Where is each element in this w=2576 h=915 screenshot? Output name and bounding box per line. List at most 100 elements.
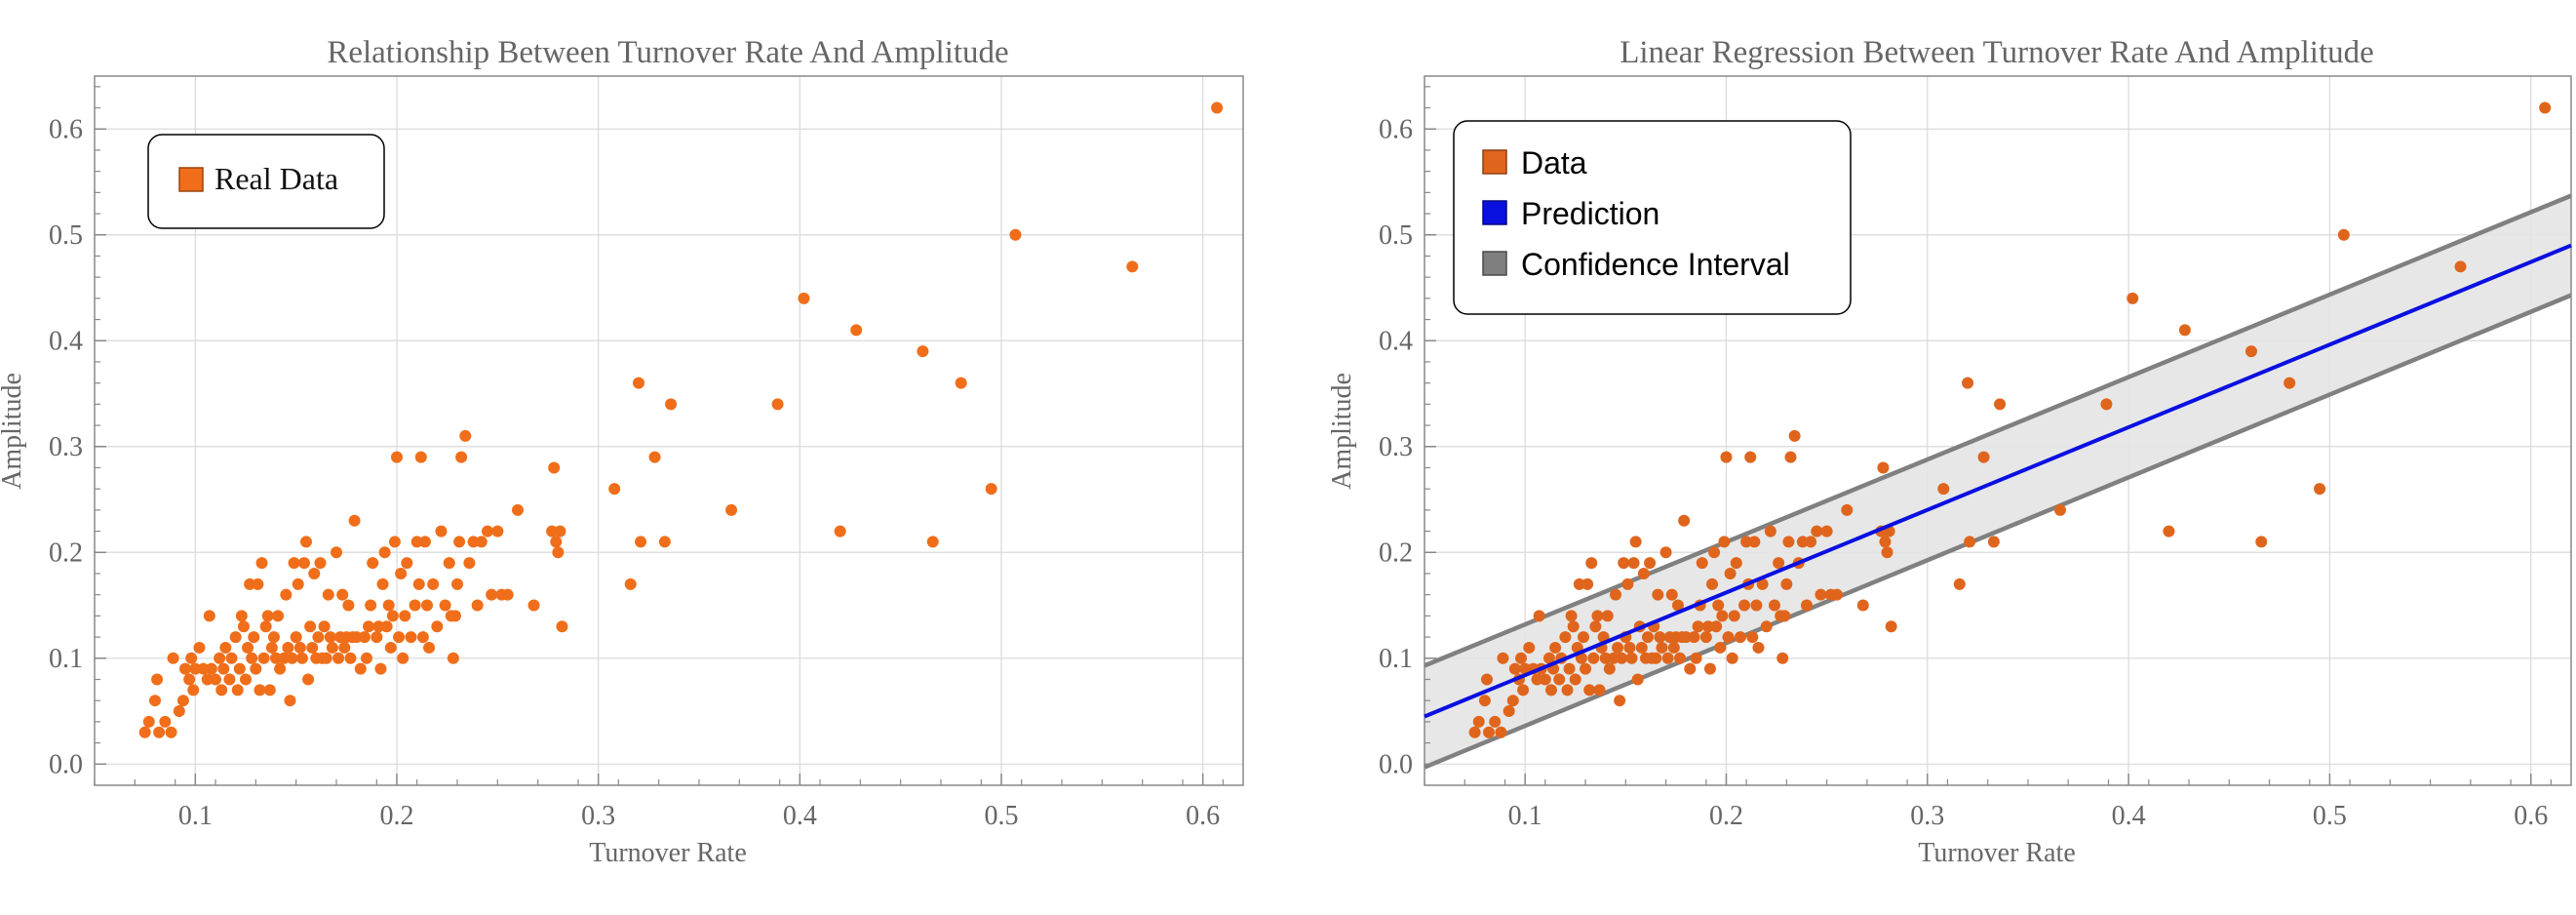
right-data-point	[2163, 525, 2175, 537]
left-data-point	[527, 599, 540, 612]
right-data-point	[1591, 610, 1604, 622]
right-data-point	[1559, 631, 1572, 644]
right-data-point	[2053, 503, 2066, 516]
left-data-point	[223, 673, 236, 686]
left-data-point	[512, 503, 524, 516]
left-x-tick-label: 0.4	[783, 801, 817, 831]
left-data-point	[371, 631, 383, 644]
left-data-point	[159, 715, 172, 728]
right-data-point	[1631, 673, 1644, 686]
left-data-point	[205, 662, 217, 675]
left-data-point	[151, 673, 164, 686]
left-data-point	[263, 684, 276, 696]
left-data-point	[240, 673, 252, 686]
left-data-point	[257, 652, 270, 664]
left-data-point	[280, 588, 293, 601]
left-data-point	[348, 514, 361, 527]
right-data-point	[1699, 631, 1712, 644]
right-data-point	[1478, 695, 1491, 707]
right-data-point	[2255, 536, 2268, 548]
left-data-point	[304, 620, 317, 633]
right-data-point	[1472, 715, 1485, 728]
right-y-tick-labels: 0.0 0.1 0.2 0.3 0.4 0.5 0.6	[1379, 114, 1413, 779]
left-data-point	[665, 398, 678, 411]
right-data-point	[2337, 228, 2350, 241]
left-data-point	[225, 652, 238, 664]
left-data-point	[314, 557, 327, 570]
right-data-point	[1706, 577, 1719, 590]
right-y-tick-label: 0.1	[1379, 644, 1413, 674]
right-data-point	[1607, 652, 1620, 664]
right-data-point	[1778, 610, 1791, 622]
left-data-point	[306, 641, 319, 654]
left-data-point	[203, 610, 215, 622]
right-data-point	[1468, 726, 1481, 738]
left-data-point	[399, 610, 411, 622]
right-data-point	[1508, 662, 1521, 675]
left-data-point	[252, 577, 264, 590]
left-data-point	[250, 662, 262, 675]
right-data-point	[1515, 652, 1528, 664]
right-legend-box	[1453, 120, 1852, 315]
left-data-point	[798, 292, 810, 304]
left-data-point	[138, 726, 151, 738]
right-data-point	[1726, 652, 1738, 664]
left-x-tick-label: 0.1	[178, 801, 213, 831]
right-data-point	[1603, 662, 1616, 675]
left-data-point	[423, 641, 436, 654]
right-data-point	[1773, 557, 1785, 570]
left-data-point	[550, 536, 563, 548]
left-data-point	[463, 557, 476, 570]
right-data-point	[1977, 451, 1990, 463]
right-data-point	[1561, 684, 1574, 696]
right-data-point	[1497, 652, 1509, 664]
right-data-point	[1542, 652, 1555, 664]
left-data-point	[386, 610, 399, 622]
left-data-point	[165, 726, 177, 738]
left-data-point	[322, 588, 334, 601]
right-data-point	[1674, 652, 1687, 664]
left-y-tick-label: 0.2	[49, 537, 83, 568]
left-data-point	[210, 673, 221, 686]
right-data-point	[1841, 503, 1854, 516]
right-data-point	[1642, 631, 1655, 644]
left-data-point	[725, 503, 738, 516]
right-plot-frame	[1424, 75, 2572, 786]
right-data-point	[1782, 536, 1795, 548]
left-data-point	[255, 557, 268, 570]
right-legend-swatch-data	[1482, 149, 1507, 175]
right-data-point	[1746, 631, 1759, 644]
right-data-point	[1784, 451, 1797, 463]
right-data-point	[1659, 546, 1672, 559]
right-data-point	[1730, 557, 1742, 570]
left-data-point	[342, 599, 355, 612]
left-data-point	[292, 577, 304, 590]
right-data-point	[1533, 610, 1545, 622]
left-data-point	[189, 662, 202, 675]
right-data-point	[2127, 292, 2139, 304]
left-data-point	[231, 684, 244, 696]
right-data-point	[1748, 536, 1761, 548]
right-data-point	[1692, 620, 1704, 633]
left-data-point	[418, 536, 431, 548]
left-data-point	[270, 652, 282, 664]
left-data-point	[384, 641, 397, 654]
left-data-point	[272, 610, 285, 622]
right-data-point	[1517, 684, 1530, 696]
right-data-point	[1650, 652, 1662, 664]
right-y-tick-label: 0.2	[1379, 537, 1413, 568]
left-data-point	[431, 620, 444, 633]
left-data-point	[215, 684, 228, 696]
left-data-point	[361, 652, 372, 664]
right-data-point	[1796, 536, 1809, 548]
right-data-point	[1953, 577, 1966, 590]
right-confidence-upper-line	[1424, 193, 2572, 668]
left-data-point	[367, 557, 379, 570]
left-x-tick-label: 0.5	[985, 801, 1019, 831]
left-data-point	[374, 662, 387, 675]
left-data-point	[197, 662, 210, 675]
left-data-point	[354, 662, 367, 675]
left-data-point	[985, 483, 997, 496]
right-data-point	[1623, 641, 1636, 654]
